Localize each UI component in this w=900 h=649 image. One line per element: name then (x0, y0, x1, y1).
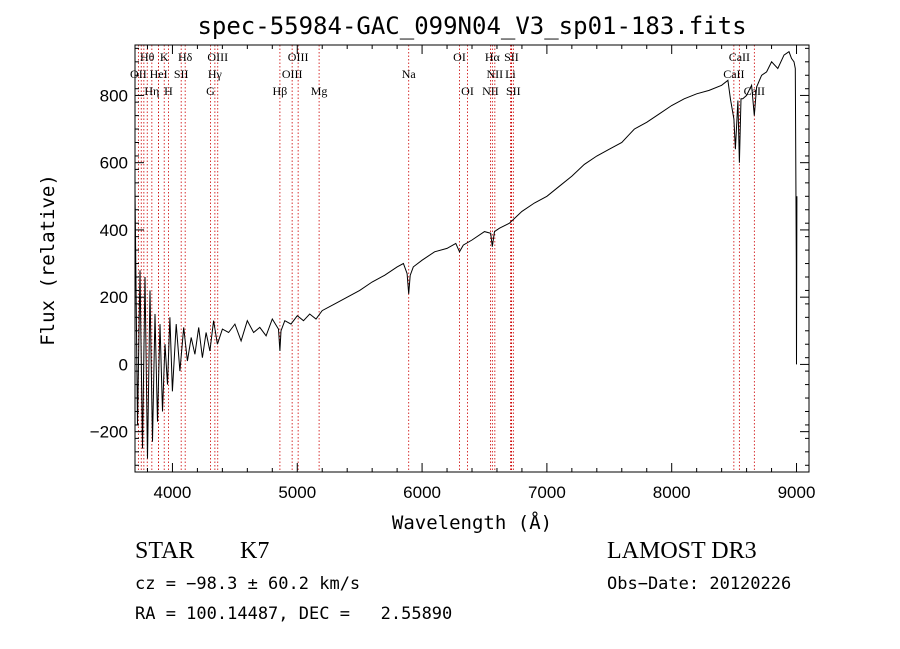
line-label: NII (482, 84, 499, 98)
x-tick-label: 5000 (278, 483, 316, 502)
y-tick-label: −200 (90, 423, 128, 442)
line-label: Hη (144, 84, 159, 98)
x-axis-label: Wavelength (Å) (392, 511, 552, 534)
line-label: Na (402, 67, 417, 81)
line-label: CaII (723, 67, 744, 81)
spectrum-layer (134, 50, 798, 459)
y-axis-label: Flux (relative) (37, 174, 59, 346)
object-class: STAR (135, 538, 195, 564)
spectrum-line (134, 50, 798, 459)
x-tick-label: 8000 (653, 483, 691, 502)
y-tick-label: 400 (100, 221, 128, 240)
plot-frame (134, 44, 810, 473)
line-label: OII (130, 67, 147, 81)
y-tick-label: 800 (100, 86, 128, 105)
line-label: SII (506, 84, 521, 98)
line-label: K (160, 50, 169, 64)
tick-layer: 4000 5000 6000 7000 8000 9000 −200 0 200 400 600 80… (90, 45, 816, 502)
line-label: NII (487, 67, 504, 81)
y-tick-label: 600 (100, 154, 128, 173)
survey-name: LAMOST DR3 (607, 538, 757, 564)
x-tick-label: 6000 (403, 483, 441, 502)
line-marker-layer (137, 45, 755, 472)
line-label: Hβ (273, 84, 288, 98)
redshift-text: cz = −98.3 ± 60.2 km/s (135, 574, 361, 594)
line-label: HeI (150, 67, 168, 81)
coordinates-text: RA = 100.14487, DEC = 2.55890 (135, 604, 453, 624)
y-tick-label: 0 (119, 355, 128, 374)
line-label: OI (461, 84, 474, 98)
line-label: Hα (485, 50, 501, 64)
object-subclass: K7 (240, 538, 270, 564)
line-label: OIII (207, 50, 228, 64)
line-label: Li (505, 67, 516, 81)
obs-date-text: Obs−Date: 20120226 (607, 574, 792, 594)
line-label: OI (453, 50, 466, 64)
line-label: CaII (729, 50, 750, 64)
line-label: SII (504, 50, 519, 64)
y-tick-label: 200 (100, 288, 128, 307)
line-label: Hγ (208, 67, 223, 81)
x-tick-label: 9000 (778, 483, 816, 502)
x-tick-label: 7000 (528, 483, 566, 502)
x-tick-label: 4000 (154, 483, 192, 502)
line-label: H (164, 84, 173, 98)
line-label: Mg (311, 84, 328, 98)
chart-title: spec-55984-GAC_099N04_V3_sp01-183.fits (197, 12, 746, 40)
line-label: Hδ (178, 50, 193, 64)
line-label: CaII (744, 84, 765, 98)
line-label: G (206, 84, 215, 98)
line-label: Hθ (140, 50, 155, 64)
line-label: SII (174, 67, 189, 81)
line-label: OIII (282, 67, 303, 81)
line-label: OIII (288, 50, 309, 64)
